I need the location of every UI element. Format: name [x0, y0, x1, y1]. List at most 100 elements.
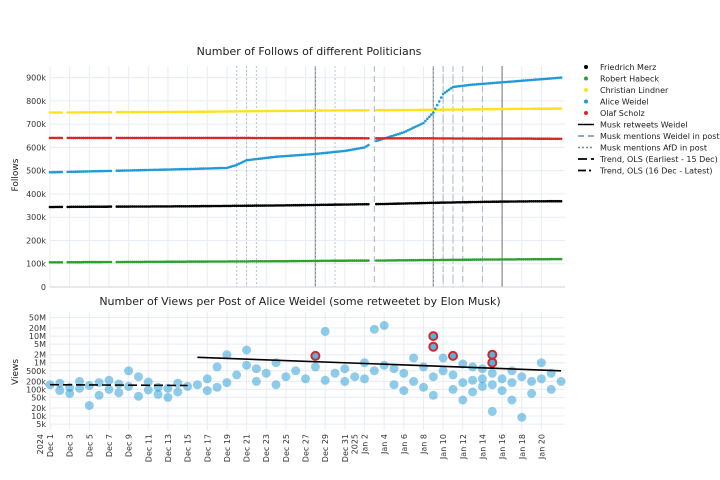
follows-point	[90, 111, 93, 114]
views-x-tick-label: Jan 20	[537, 434, 546, 460]
follows-point	[180, 167, 183, 171]
follows-point	[418, 201, 421, 205]
follows-point	[115, 260, 119, 264]
follows-point	[406, 259, 410, 262]
follows-point	[158, 205, 162, 208]
follows-point	[384, 202, 388, 206]
follows-point	[133, 260, 136, 264]
views-x-tick-label-line: Jan 20	[537, 434, 546, 460]
follows-point	[542, 77, 545, 81]
follows-point	[211, 260, 215, 263]
views-y-axis-label: Views	[11, 359, 21, 385]
views-point	[507, 395, 517, 405]
follows-point	[314, 259, 317, 263]
follows-point	[223, 166, 227, 170]
views-x-tick-label: Dec 13	[164, 434, 173, 462]
follows-point	[196, 167, 199, 171]
follows-point	[91, 136, 95, 140]
follows-point	[320, 203, 323, 207]
follows-point	[200, 167, 203, 170]
follows-point	[522, 79, 525, 82]
follows-point	[255, 260, 258, 263]
follows-point	[516, 79, 520, 83]
follows-point	[294, 154, 298, 157]
follows-point	[50, 205, 54, 209]
legend-entry: Trend, OLS (Earliest - 15 Dec)	[599, 155, 718, 164]
follows-point	[365, 145, 368, 148]
follows-point	[337, 109, 341, 112]
follows-point	[363, 109, 366, 112]
follows-point	[548, 107, 551, 110]
follows-point	[60, 111, 64, 114]
follows-point	[475, 258, 478, 261]
follows-point	[257, 109, 260, 113]
follows-point	[282, 136, 286, 140]
follows-point	[119, 136, 123, 140]
follows-point	[408, 108, 412, 112]
follows-point	[135, 169, 138, 172]
follows-point	[139, 260, 142, 264]
follows-point	[147, 168, 150, 172]
views-x-tick-label-line: Jan 14	[478, 434, 487, 460]
follows-point	[540, 77, 543, 81]
follows-point	[68, 111, 71, 114]
follows-point	[353, 109, 357, 112]
follows-point	[145, 205, 148, 208]
follows-point	[200, 136, 203, 140]
follows-point	[251, 260, 254, 263]
follows-point	[420, 108, 423, 112]
follows-point	[266, 260, 270, 263]
follows-point	[78, 170, 81, 173]
follows-point	[492, 107, 496, 111]
follows-point	[162, 136, 166, 140]
follows-point	[500, 137, 504, 140]
follows-y-tick-label: 900k	[26, 74, 46, 83]
follows-point	[304, 153, 307, 156]
follows-point	[308, 203, 311, 207]
follows-point	[548, 257, 551, 261]
follows-point	[548, 137, 551, 140]
follows-point	[117, 169, 121, 172]
follows-point	[56, 205, 60, 209]
follows-point	[206, 167, 209, 170]
follows-point	[451, 108, 455, 111]
follows-point	[343, 136, 347, 140]
follows-point	[178, 110, 181, 114]
follows-point	[229, 260, 233, 263]
follows-point	[170, 110, 174, 114]
follows-point	[276, 109, 280, 113]
follows-point	[284, 109, 288, 113]
follows-point	[316, 136, 319, 140]
follows-point	[451, 258, 455, 262]
follows-point	[194, 136, 197, 140]
follows-point	[331, 259, 335, 263]
follows-point	[162, 205, 166, 208]
follows-point	[412, 137, 415, 140]
follows-point	[475, 83, 478, 86]
follows-point	[557, 257, 561, 261]
views-point	[487, 380, 497, 390]
follows-point	[443, 201, 447, 204]
follows-point	[150, 205, 154, 208]
follows-point	[147, 205, 150, 208]
views-x-tick-label: Jan 14	[478, 434, 487, 460]
follows-point	[396, 132, 400, 136]
follows-point	[331, 136, 335, 140]
views-point	[202, 386, 212, 396]
follows-point	[463, 200, 467, 204]
views-point	[251, 364, 261, 374]
follows-point	[294, 203, 298, 207]
views-point	[487, 406, 497, 416]
follows-point	[219, 110, 223, 113]
follows-point	[351, 203, 355, 206]
follows-point	[288, 154, 292, 157]
follows-point	[263, 260, 266, 263]
follows-point	[459, 108, 463, 111]
follows-point	[237, 162, 240, 166]
follows-point	[204, 136, 207, 140]
follows-point	[160, 260, 164, 264]
follows-point	[528, 78, 531, 82]
follows-point	[483, 258, 486, 261]
views-point	[65, 389, 75, 398]
follows-point	[162, 168, 166, 171]
